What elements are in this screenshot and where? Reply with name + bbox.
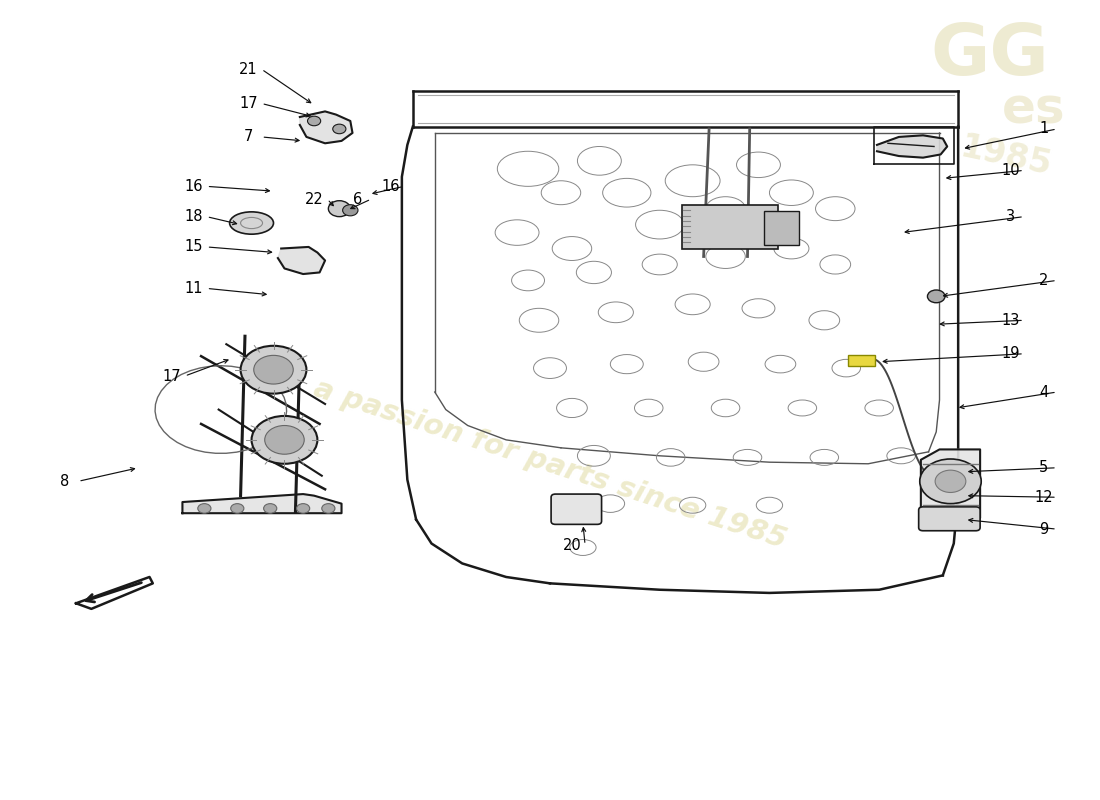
Text: 9: 9 bbox=[1040, 522, 1048, 537]
Text: 17: 17 bbox=[239, 96, 257, 111]
Bar bbox=[682, 205, 778, 249]
Polygon shape bbox=[183, 494, 341, 514]
Text: 12: 12 bbox=[1034, 490, 1053, 505]
Polygon shape bbox=[877, 135, 947, 158]
Text: 18: 18 bbox=[184, 209, 202, 224]
Text: 6: 6 bbox=[353, 192, 363, 206]
Polygon shape bbox=[300, 111, 352, 143]
Text: 8: 8 bbox=[60, 474, 69, 489]
Circle shape bbox=[322, 504, 334, 514]
Circle shape bbox=[252, 416, 318, 464]
Text: 19: 19 bbox=[1002, 346, 1020, 362]
Circle shape bbox=[254, 355, 294, 384]
Circle shape bbox=[264, 504, 277, 514]
Text: 10: 10 bbox=[1001, 163, 1020, 178]
Text: a passion for parts since 1985: a passion for parts since 1985 bbox=[310, 374, 790, 554]
Circle shape bbox=[332, 124, 345, 134]
Circle shape bbox=[935, 470, 966, 493]
Text: 21: 21 bbox=[239, 62, 257, 77]
Circle shape bbox=[329, 201, 350, 217]
Bar bbox=[764, 211, 799, 245]
Circle shape bbox=[198, 504, 211, 514]
Text: 1985: 1985 bbox=[957, 130, 1055, 182]
Text: GG: GG bbox=[931, 22, 1049, 90]
Circle shape bbox=[927, 290, 945, 302]
Polygon shape bbox=[921, 450, 980, 518]
Text: 13: 13 bbox=[1002, 313, 1020, 328]
Text: 3: 3 bbox=[1006, 209, 1015, 224]
Text: 11: 11 bbox=[184, 281, 202, 296]
Text: es: es bbox=[1002, 85, 1066, 133]
Text: 2: 2 bbox=[1040, 273, 1048, 288]
Bar bbox=[848, 354, 874, 366]
Circle shape bbox=[920, 459, 981, 504]
Text: 1: 1 bbox=[1040, 122, 1048, 137]
FancyBboxPatch shape bbox=[918, 507, 980, 530]
Text: 16: 16 bbox=[184, 179, 202, 194]
Text: 15: 15 bbox=[184, 239, 202, 254]
Text: 4: 4 bbox=[1040, 385, 1048, 399]
Polygon shape bbox=[278, 247, 326, 274]
Circle shape bbox=[342, 205, 358, 216]
Circle shape bbox=[265, 426, 305, 454]
Text: 7: 7 bbox=[243, 130, 253, 145]
Text: 22: 22 bbox=[305, 192, 323, 206]
Text: 20: 20 bbox=[562, 538, 581, 553]
Circle shape bbox=[241, 346, 307, 394]
FancyBboxPatch shape bbox=[551, 494, 602, 524]
Text: 5: 5 bbox=[1040, 460, 1048, 475]
Text: 17: 17 bbox=[162, 369, 180, 383]
Circle shape bbox=[297, 504, 310, 514]
Circle shape bbox=[308, 116, 321, 126]
Text: 16: 16 bbox=[382, 179, 400, 194]
Circle shape bbox=[231, 504, 244, 514]
Ellipse shape bbox=[230, 212, 274, 234]
